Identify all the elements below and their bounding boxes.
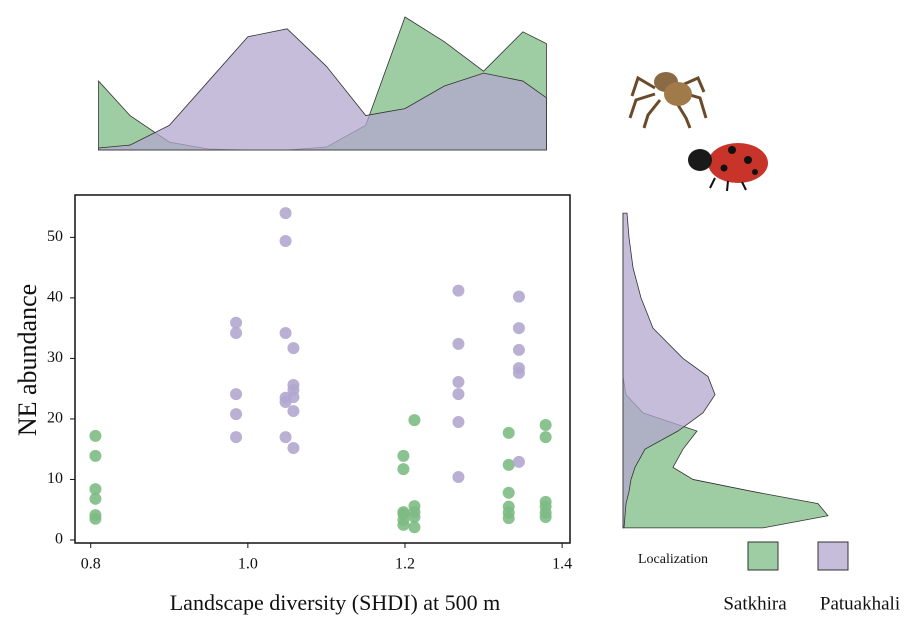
ladybug-icon bbox=[688, 143, 768, 191]
point bbox=[89, 493, 101, 505]
point bbox=[452, 416, 464, 428]
point bbox=[397, 519, 409, 531]
point bbox=[280, 327, 292, 339]
point bbox=[503, 487, 515, 499]
point bbox=[287, 391, 299, 403]
spider-icon bbox=[630, 72, 706, 128]
x-density bbox=[99, 29, 547, 150]
point bbox=[230, 327, 242, 339]
y-tick-label: 50 bbox=[47, 228, 63, 245]
legend-label: Patuakhali bbox=[820, 593, 900, 614]
legend-swatch bbox=[818, 542, 848, 570]
y-tick-label: 40 bbox=[47, 289, 63, 306]
point bbox=[287, 405, 299, 417]
point bbox=[230, 388, 242, 400]
point bbox=[452, 285, 464, 297]
point bbox=[230, 317, 242, 329]
point bbox=[280, 431, 292, 443]
point bbox=[280, 235, 292, 247]
point bbox=[287, 342, 299, 354]
point bbox=[287, 442, 299, 454]
point bbox=[397, 463, 409, 475]
point bbox=[513, 344, 525, 356]
point bbox=[89, 430, 101, 442]
point bbox=[452, 471, 464, 483]
point bbox=[452, 388, 464, 400]
point bbox=[452, 376, 464, 388]
x-tick-label: 1.0 bbox=[238, 556, 258, 573]
legend-swatch bbox=[748, 542, 778, 570]
point bbox=[408, 521, 420, 533]
point bbox=[89, 450, 101, 462]
y-tick-label: 0 bbox=[55, 531, 63, 548]
point bbox=[452, 338, 464, 350]
x-tick-label: 1.4 bbox=[552, 556, 572, 573]
x-axis-label: Landscape diversity (SHDI) at 500 m bbox=[170, 590, 501, 615]
point bbox=[89, 513, 101, 525]
point bbox=[540, 419, 552, 431]
legend-title: Localization bbox=[638, 552, 708, 567]
y-tick-label: 30 bbox=[47, 349, 63, 366]
point bbox=[230, 431, 242, 443]
point bbox=[280, 207, 292, 219]
point bbox=[503, 459, 515, 471]
point bbox=[397, 450, 409, 462]
point bbox=[513, 322, 525, 334]
point bbox=[513, 367, 525, 379]
y-axis-label: NE abundance bbox=[13, 284, 42, 436]
point bbox=[540, 511, 552, 523]
point bbox=[513, 456, 525, 468]
point bbox=[540, 431, 552, 443]
y-tick-label: 10 bbox=[47, 470, 63, 487]
legend-label: Satkhira bbox=[723, 593, 787, 614]
point bbox=[408, 414, 420, 426]
point bbox=[230, 408, 242, 420]
chart: Landscape diversity (SHDI) at 500 m NE a… bbox=[0, 0, 914, 620]
point bbox=[503, 427, 515, 439]
x-tick-label: 0.8 bbox=[81, 556, 101, 573]
point bbox=[513, 291, 525, 303]
plot-frame bbox=[75, 195, 570, 543]
y-tick-label: 20 bbox=[47, 410, 63, 427]
point bbox=[503, 512, 515, 524]
point bbox=[408, 511, 420, 523]
x-tick-label: 1.2 bbox=[395, 556, 415, 573]
